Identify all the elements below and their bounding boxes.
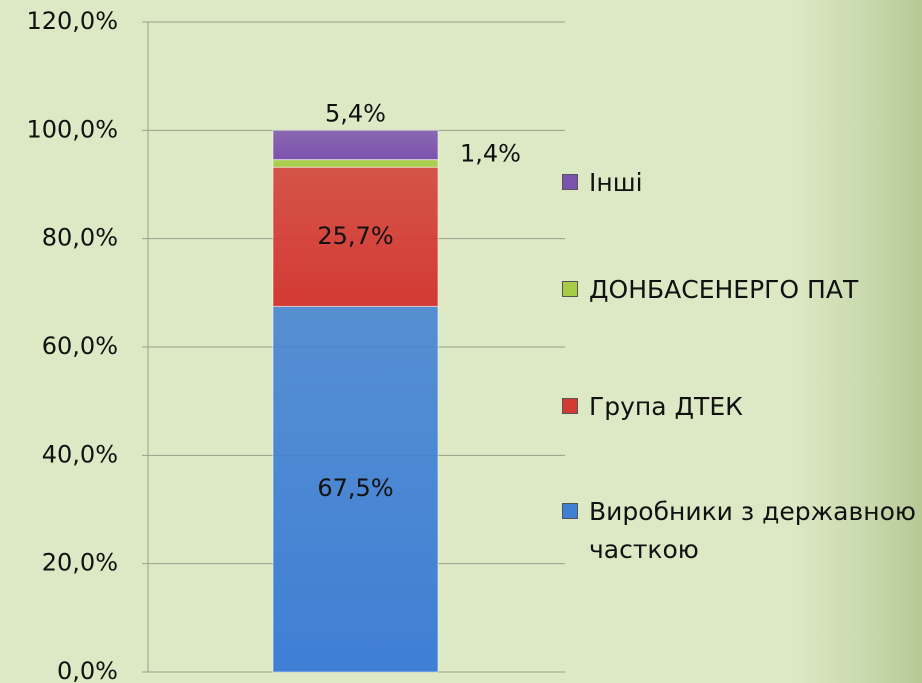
legend-swatch xyxy=(562,398,578,414)
bar-segment xyxy=(272,166,439,307)
legend-label: ДОНБАСЕНЕРГО ПАТ xyxy=(589,275,859,304)
legend-item: ДОНБАСЕНЕРГО ПАТ xyxy=(562,271,917,309)
y-tick-label: 80,0% xyxy=(42,224,118,252)
legend-item: Виробники з державною часткою xyxy=(562,493,917,568)
legend-label: Інші xyxy=(589,168,643,197)
legend-label: Група ДТЕК xyxy=(589,392,743,421)
data-label: 67,5% xyxy=(317,474,393,502)
legend-swatch xyxy=(562,503,578,519)
legend-item: Інші xyxy=(562,164,917,202)
legend-swatch xyxy=(562,281,578,297)
y-tick-label: 120,0% xyxy=(26,7,118,35)
bar-segment xyxy=(272,159,439,168)
bar-segment xyxy=(272,305,439,673)
y-tick-label: 60,0% xyxy=(42,332,118,360)
y-tick-label: 0,0% xyxy=(57,657,118,683)
y-tick-label: 100,0% xyxy=(26,115,118,143)
data-label: 5,4% xyxy=(325,99,386,127)
legend-swatch xyxy=(562,174,578,190)
legend-label: Виробники з державною часткою xyxy=(589,497,916,564)
data-label: 25,7% xyxy=(317,222,393,250)
y-tick-label: 20,0% xyxy=(42,549,118,577)
data-label: 1,4% xyxy=(460,140,521,168)
legend-item: Група ДТЕК xyxy=(562,388,917,426)
y-tick-label: 40,0% xyxy=(42,440,118,468)
bar-segment xyxy=(272,129,439,161)
